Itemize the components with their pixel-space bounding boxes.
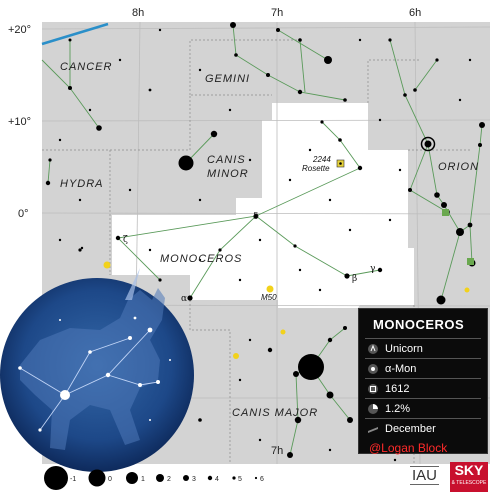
legend-mag-neg1: -1 — [70, 476, 76, 483]
info-meaning-text: Unicorn — [385, 342, 423, 355]
star-icon — [368, 363, 378, 374]
betelgeuse-star — [420, 136, 436, 152]
dec-label-0: 0° — [18, 208, 29, 220]
dec-label-plus20: +20° — [8, 24, 31, 36]
label-alpha: α — [181, 294, 187, 304]
info-row-meaning: Unicorn — [365, 338, 481, 358]
ra-label-6h: 6h — [409, 7, 421, 19]
legend-mag-3: 3 — [192, 476, 196, 483]
moon-icon — [368, 426, 378, 433]
nebula-marker — [467, 258, 474, 265]
label-gemini: GEMINI — [205, 73, 250, 85]
info-row-best-month: December — [365, 418, 481, 438]
cluster-marker — [103, 261, 111, 269]
inset-bright-star — [60, 390, 70, 400]
magnitude-legend — [44, 466, 258, 490]
label-gamma: γ — [370, 264, 375, 274]
legend-mag-0: 0 — [108, 476, 112, 483]
label-orion: ORION — [438, 161, 479, 173]
label-hydra: HYDRA — [60, 178, 104, 190]
stars — [45, 22, 485, 462]
label-canis-major: CANIS MAJOR — [232, 407, 318, 419]
label-ngc-2244: 2244 — [312, 155, 331, 164]
area-icon — [368, 383, 378, 394]
info-brightest-text: α-Mon — [385, 362, 417, 375]
unicorn-horn — [125, 268, 140, 300]
publisher-logos: IAU SKY & TELESCOPE — [410, 462, 488, 494]
credit-text: @Logan Block — [369, 441, 448, 455]
ra-label-8h: 8h — [132, 7, 144, 19]
telescope-logo-text: & TELESCOPE — [451, 480, 487, 486]
legend-mag-6: 6 — [260, 476, 264, 483]
label-rosette: Rosette — [302, 164, 330, 173]
monoceros-region — [112, 103, 414, 308]
sky-telescope-logo: SKY & TELESCOPE — [450, 462, 488, 492]
label-canis-minor-1: CANIS — [207, 154, 246, 166]
ra-label-7h-bottom: 7h — [271, 445, 283, 457]
sky-fraction-icon — [368, 403, 378, 414]
cluster-marker — [464, 287, 470, 293]
procyon-star — [178, 155, 194, 171]
info-sky-fraction-text: 1.2% — [385, 402, 411, 415]
legend-mag-4: 4 — [215, 476, 219, 483]
m50-cluster-marker — [266, 285, 274, 293]
ecliptic-line — [41, 22, 109, 46]
cluster-marker — [280, 329, 286, 335]
info-row-area: 1612 — [365, 378, 481, 398]
iau-logo: IAU — [410, 466, 440, 485]
dec-label-plus10: +10° — [8, 116, 31, 128]
info-best-month-text: December — [385, 422, 436, 435]
unicorn-inset — [0, 268, 194, 472]
info-row-sky-fraction: 1.2% — [365, 398, 481, 418]
sirius-star — [298, 354, 324, 380]
info-title: MONOCEROS — [373, 317, 465, 332]
info-area-text: 1612 — [385, 382, 410, 395]
label-beta: β — [352, 274, 357, 284]
label-canis-minor-2: MINOR — [207, 168, 249, 180]
unicorn-icon — [368, 343, 378, 354]
label-delta: δ — [253, 212, 258, 222]
label-zeta: ζ — [123, 235, 128, 245]
unicorn-silhouette — [20, 288, 165, 450]
legend-mag-1: 1 — [141, 476, 145, 483]
legend-mag-5: 5 — [238, 476, 242, 483]
ra-label-7h: 7h — [271, 7, 283, 19]
sky-logo-text: SKY — [454, 462, 484, 478]
nebula-marker — [442, 209, 449, 216]
label-cancer: CANCER — [60, 61, 112, 73]
label-m50: M50 — [261, 293, 277, 302]
legend-mag-2: 2 — [167, 476, 171, 483]
label-monoceros: MONOCEROS — [160, 253, 242, 265]
cluster-marker — [233, 353, 239, 359]
info-box: MONOCEROS Unicorn α-Mon 1612 1.2% Decemb… — [358, 308, 488, 455]
info-row-brightest: α-Mon — [365, 358, 481, 378]
